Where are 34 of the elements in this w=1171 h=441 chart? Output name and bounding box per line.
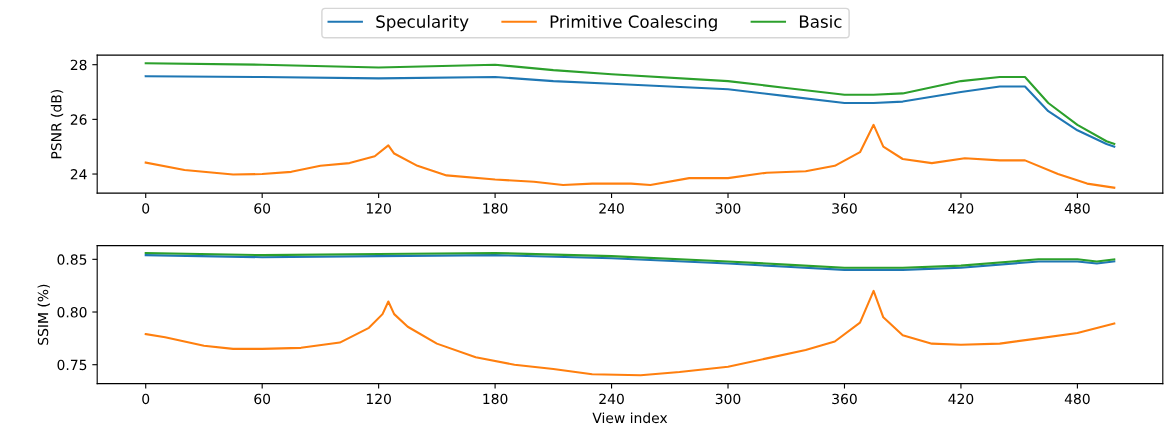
x-tick-label: 120 — [366, 393, 391, 405]
y-tick-label: 0.75 — [57, 359, 87, 371]
x-tick-label: 120 — [366, 203, 391, 214]
legend-label: Basic — [799, 15, 842, 28]
x-tick-label: 0 — [142, 203, 150, 214]
y-tick-label: 0.85 — [57, 254, 87, 265]
y-tick-label: 0.80 — [57, 306, 87, 318]
x-tick-label: 240 — [599, 203, 624, 214]
x-tick-label: 480 — [1064, 203, 1090, 214]
y-axis-title: PSNR (dB) — [50, 89, 64, 159]
x-tick-label: 420 — [948, 203, 974, 214]
line-series — [144, 123, 1116, 189]
x-tick-label: 300 — [715, 393, 741, 405]
y-tick-label: 24 — [70, 169, 87, 180]
x-tick-label: 180 — [483, 393, 508, 405]
x-tick-label: 420 — [948, 393, 974, 405]
legend-label: Primitive Coalescing — [550, 15, 717, 32]
x-axis-title: View index — [592, 412, 668, 424]
x-tick-label: 180 — [483, 203, 508, 214]
line-series — [144, 75, 1116, 148]
legend-label: Specularity — [376, 15, 469, 32]
x-tick-label: 480 — [1064, 393, 1090, 405]
x-tick-label: 240 — [599, 393, 624, 405]
x-tick-label: 300 — [715, 203, 741, 214]
x-tick-label: 360 — [832, 393, 857, 405]
x-tick-label: 60 — [254, 393, 271, 405]
x-tick-label: 360 — [832, 203, 857, 214]
y-tick-label: 26 — [70, 114, 87, 125]
line-series — [144, 289, 1116, 377]
y-tick-label: 28 — [70, 59, 87, 71]
line-series — [144, 62, 1116, 146]
x-tick-label: 60 — [254, 203, 271, 214]
x-tick-label: 0 — [142, 393, 150, 405]
y-axis-title: SSIM (%) — [37, 284, 50, 345]
